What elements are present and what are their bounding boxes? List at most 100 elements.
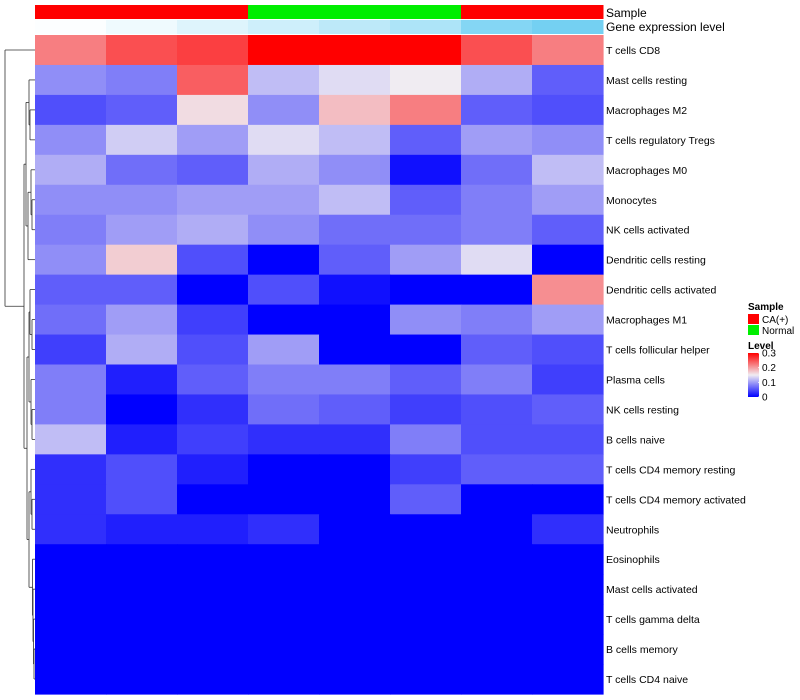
- heatmap-cell: [532, 274, 604, 306]
- heatmap-cell: [177, 154, 249, 186]
- heatmap-cell: [390, 35, 462, 66]
- heatmap-cell: [461, 454, 533, 485]
- heatmap-cell: [461, 364, 533, 396]
- heatmap-cell: [532, 154, 604, 186]
- heatmap-cell: [35, 484, 107, 515]
- heatmap-cell: [532, 574, 604, 605]
- heatmap-cell: [461, 604, 533, 635]
- heatmap-cell: [461, 304, 533, 336]
- heatmap-cell: [390, 634, 462, 665]
- heatmap-cell: [35, 244, 107, 276]
- heatmap-cell: [35, 544, 107, 575]
- heatmap-cell: [532, 364, 604, 396]
- heatmap-cell: [319, 184, 391, 216]
- heatmap-cell: [461, 394, 533, 426]
- heatmap-cell: [177, 304, 249, 336]
- heatmap-cell: [106, 154, 178, 186]
- legend-sample-title: Sample: [748, 302, 784, 313]
- heatmap-cell: [248, 334, 320, 366]
- heatmap-cell: [177, 214, 249, 246]
- heatmap-cell: [177, 94, 249, 126]
- heatmap-cell: [390, 544, 462, 575]
- heatmap-cell: [177, 244, 249, 276]
- heatmap-cell: [248, 184, 320, 216]
- heatmap-cell: [35, 574, 107, 605]
- heatmap-cell: [35, 454, 107, 485]
- heatmap-cell: [319, 544, 391, 575]
- sample-annotation-cell: [248, 5, 320, 19]
- heatmap-cell: [319, 154, 391, 186]
- row-label: Macrophages M2: [606, 105, 687, 117]
- row-label: Macrophages M0: [606, 165, 687, 177]
- legend-tick-label: 0.3: [762, 349, 776, 360]
- row-label: Plasma cells: [606, 374, 665, 386]
- heatmap-cell: [177, 604, 249, 635]
- legend-colorbar: [748, 353, 759, 397]
- heatmap-cell: [461, 334, 533, 366]
- sample-annotation-cell: [532, 5, 604, 19]
- heatmap-cell: [35, 604, 107, 635]
- heatmap-cell: [532, 664, 604, 695]
- row-label: Neutrophils: [606, 524, 659, 536]
- expression-annotation-cell: [390, 20, 462, 34]
- column-annotation-bars: [35, 5, 604, 34]
- row-dendrogram: [4, 49, 35, 680]
- heatmap-cell: [390, 454, 462, 485]
- heatmap-cell: [177, 394, 249, 426]
- heatmap-cell: [106, 124, 178, 156]
- legend-swatch-ca: [748, 314, 759, 324]
- heatmap-cell: [248, 484, 320, 515]
- heatmap-cell: [461, 124, 533, 156]
- heatmap-cell: [35, 214, 107, 246]
- sample-annotation-label: Sample: [606, 6, 647, 20]
- heatmap-cell: [461, 94, 533, 126]
- heatmap-cell: [461, 664, 533, 695]
- heatmap-cell: [532, 124, 604, 156]
- row-label: NK cells activated: [606, 225, 690, 237]
- heatmap-cell: [106, 94, 178, 126]
- heatmap-cell: [390, 364, 462, 396]
- heatmap-cell: [532, 304, 604, 336]
- heatmap-cell: [461, 574, 533, 605]
- heatmap-cell: [390, 124, 462, 156]
- heatmap-cell: [248, 94, 320, 126]
- heatmap-cell: [248, 664, 320, 695]
- expression-annotation-cell: [177, 20, 249, 34]
- row-labels: T cells CD8 Mast cells resting Macrophages…: [606, 45, 746, 686]
- heatmap-cell: [532, 484, 604, 515]
- heatmap-cell: [35, 35, 107, 66]
- heatmap-cell: [177, 184, 249, 216]
- heatmap-cell: [177, 364, 249, 396]
- heatmap-cell: [35, 304, 107, 336]
- heatmap-cell: [248, 214, 320, 246]
- heatmap-cell: [248, 154, 320, 186]
- heatmap-cell: [461, 64, 533, 96]
- heatmap-cell: [177, 424, 249, 455]
- heatmap-cell: [35, 274, 107, 306]
- heatmap-cell: [532, 634, 604, 665]
- heatmap-cell: [390, 334, 462, 366]
- sample-annotation-cell: [106, 5, 178, 19]
- legend-tick-label: 0.1: [762, 378, 776, 389]
- row-label: B cells memory: [606, 644, 679, 656]
- row-label: Monocytes: [606, 195, 657, 207]
- heatmap-cell: [106, 544, 178, 575]
- heatmap-cell: [319, 394, 391, 426]
- heatmap-cell: [248, 574, 320, 605]
- row-label: Eosinophils: [606, 554, 660, 566]
- heatmap-cell: [532, 94, 604, 126]
- heatmap-cell: [390, 304, 462, 336]
- expression-annotation-cell: [35, 20, 107, 34]
- heatmap-cell: [532, 64, 604, 96]
- row-label: Dendritic cells resting: [606, 255, 706, 267]
- heatmap-cell: [177, 544, 249, 575]
- heatmap-cell: [106, 184, 178, 216]
- heatmap-cell: [319, 304, 391, 336]
- heatmap-cell: [390, 154, 462, 186]
- heatmap-cell: [35, 514, 107, 545]
- row-label: NK cells resting: [606, 404, 679, 416]
- heatmap-cell: [177, 35, 249, 66]
- heatmap-cell: [532, 604, 604, 635]
- heatmap-cell: [177, 64, 249, 96]
